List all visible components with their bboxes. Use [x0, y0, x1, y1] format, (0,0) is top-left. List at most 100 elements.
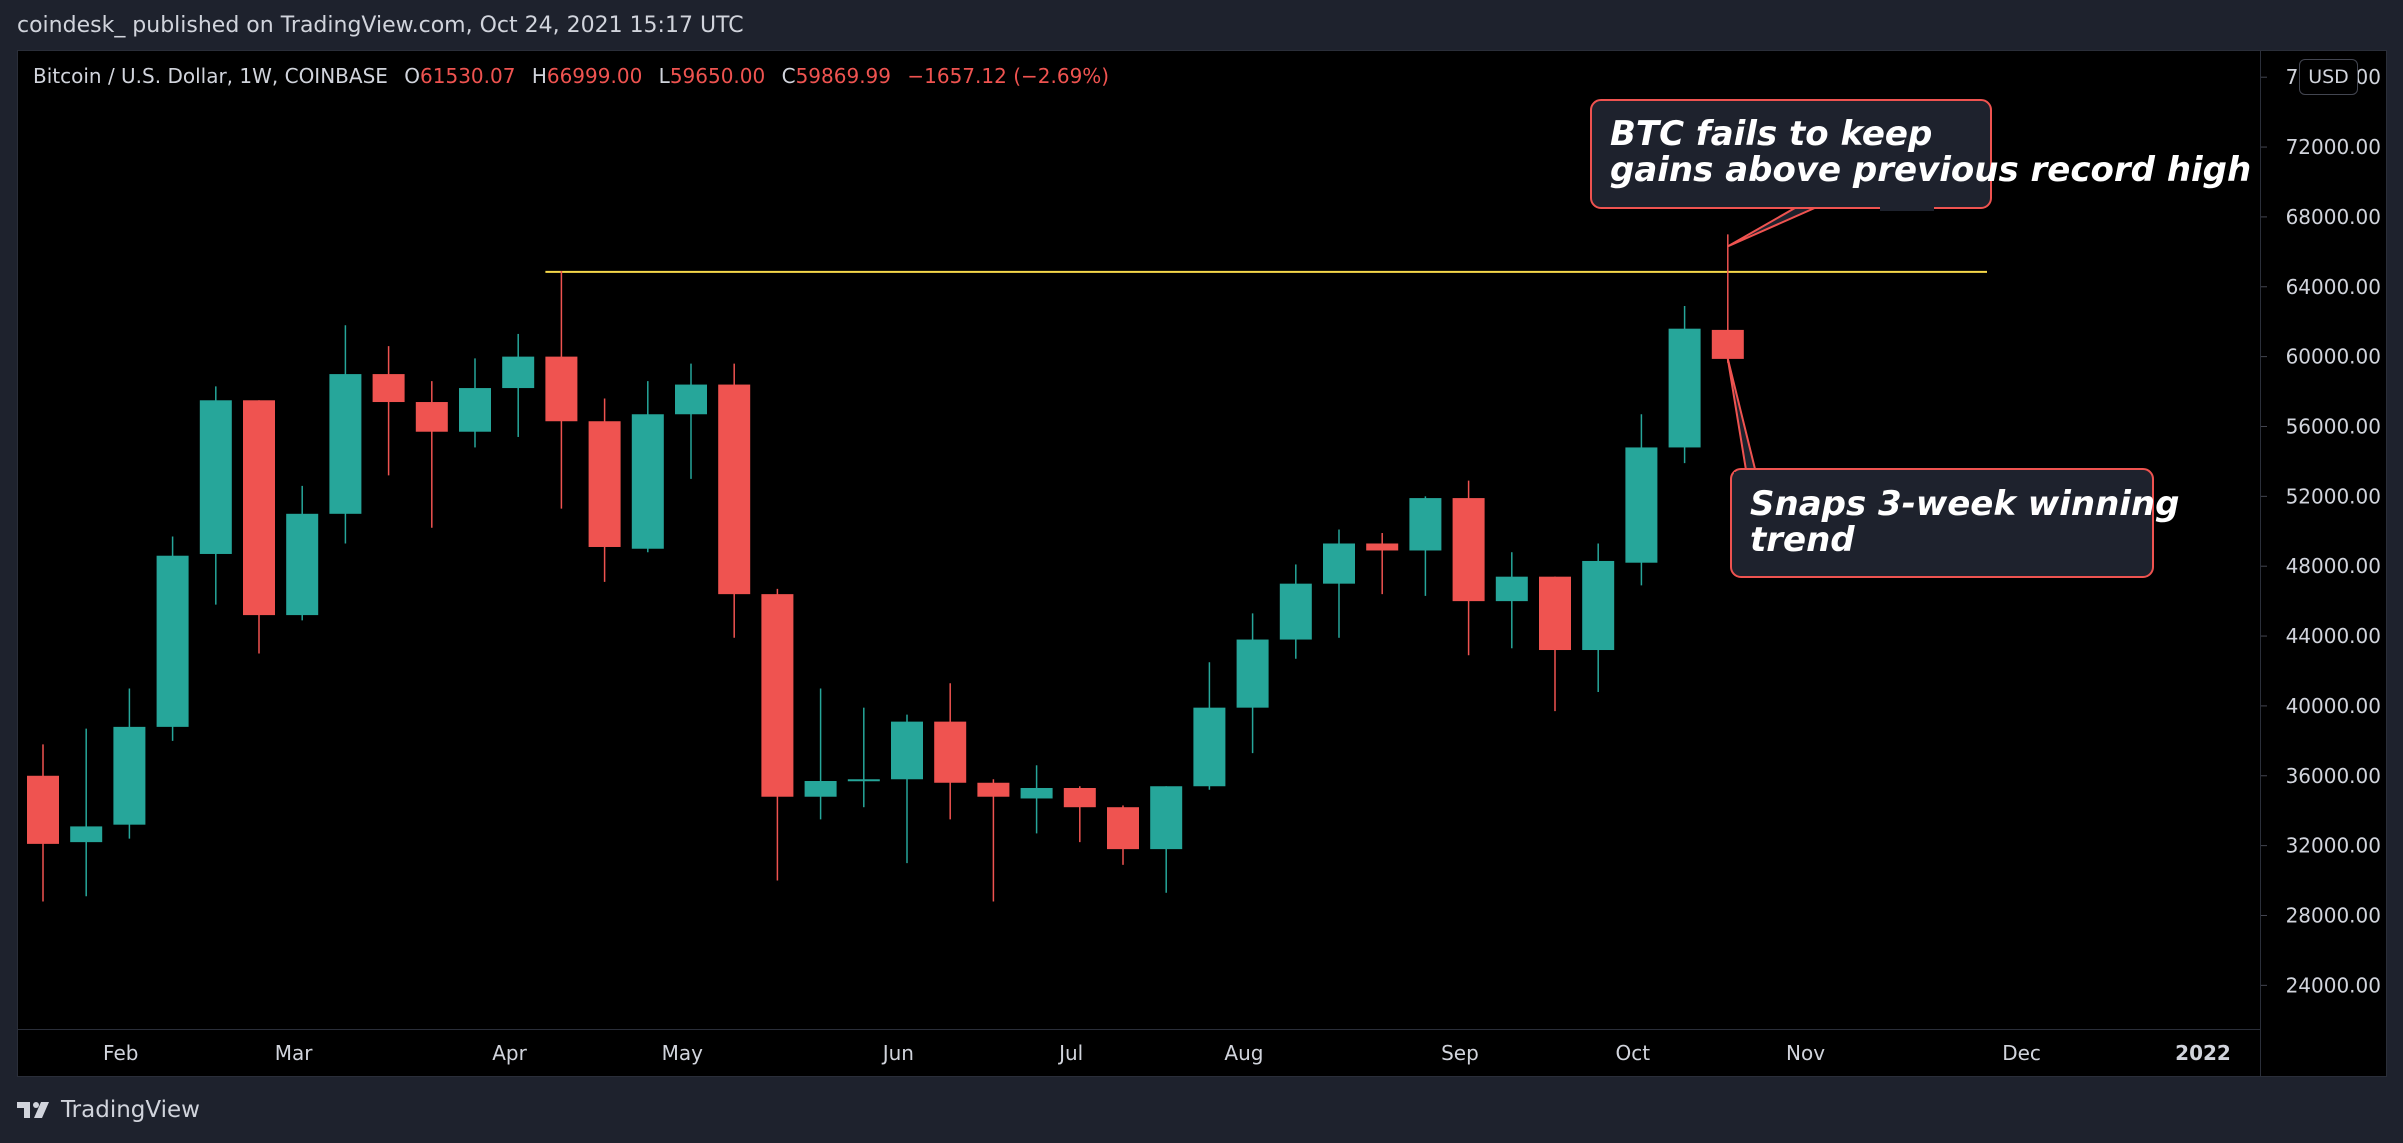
- published-text: coindesk_ published on TradingView.com, …: [17, 12, 744, 38]
- price-tick-label: 68000.00: [2286, 205, 2381, 229]
- candle-body: [1236, 639, 1269, 708]
- candle: [329, 325, 362, 544]
- price-axis-labels: 24000.00 28000.00 32000.00 36000.00 40000.00…: [2261, 65, 2381, 997]
- candle: [459, 358, 491, 448]
- candle-body: [1495, 576, 1528, 602]
- time-tick-label: Apr: [492, 1041, 527, 1065]
- time-tick-label: Aug: [1224, 1041, 1263, 1065]
- candle: [847, 707, 880, 808]
- candle-body: [502, 356, 535, 389]
- candle-body: [1582, 560, 1615, 651]
- candle-body: [1668, 328, 1701, 448]
- candle: [70, 728, 103, 897]
- candle: [1236, 613, 1269, 754]
- candle: [1582, 543, 1615, 692]
- time-tick-label: 2022: [2175, 1041, 2231, 1065]
- candle-body: [27, 775, 59, 844]
- open-value: 61530.07: [420, 64, 516, 88]
- time-axis-labels: Feb Mar Apr May Jun Jul Aug Sep Oct Nov Dec 2022: [103, 1041, 2231, 1065]
- candle-body: [329, 374, 362, 514]
- time-tick-label: Feb: [103, 1041, 138, 1065]
- candle-body: [1107, 807, 1139, 850]
- candle-body: [718, 384, 751, 595]
- candle: [1668, 305, 1701, 464]
- candle-body: [1150, 786, 1183, 850]
- symbol-label: Bitcoin / U.S. Dollar, 1W, COINBASE: [33, 64, 388, 88]
- price-tick-label: 60000.00: [2286, 345, 2381, 369]
- time-tick-label: Sep: [1441, 1041, 1479, 1065]
- candle-body: [934, 721, 967, 783]
- candle-body: [1020, 787, 1053, 799]
- candle: [372, 346, 405, 476]
- candle: [415, 381, 448, 528]
- callout-pointer-mask: [1734, 472, 1744, 528]
- candle: [1625, 414, 1658, 586]
- currency-button[interactable]: USD: [2299, 59, 2358, 95]
- candle-body: [1193, 707, 1226, 787]
- candle-body: [1279, 583, 1312, 640]
- candle: [1452, 480, 1485, 656]
- candle: [286, 485, 319, 621]
- candle: [243, 400, 275, 654]
- tradingview-logo-icon: [17, 1102, 49, 1118]
- time-tick-label: May: [662, 1041, 704, 1065]
- candle-body: [70, 826, 103, 843]
- candle-body: [1063, 787, 1096, 808]
- candle-body: [1366, 543, 1399, 551]
- candle-body: [372, 374, 405, 403]
- price-tick-label: 44000.00: [2286, 624, 2381, 648]
- high-label: H: [531, 64, 547, 88]
- time-axis[interactable]: Feb Mar Apr May Jun Jul Aug Sep Oct Nov Dec 2022: [18, 1029, 2260, 1078]
- low-value: 59650.00: [669, 64, 766, 88]
- open-label: O: [404, 64, 421, 88]
- candle-body: [1323, 543, 1355, 584]
- candle-body: [891, 721, 923, 780]
- candle-body: [1539, 576, 1571, 651]
- candle: [631, 381, 664, 553]
- footer-bar: TradingView: [0, 1077, 2403, 1143]
- candle: [977, 779, 1010, 902]
- price-tick-label: 52000.00: [2286, 484, 2381, 508]
- candle-body: [199, 400, 232, 554]
- callout-text-line: trend: [1750, 520, 1855, 560]
- chart-frame[interactable]: BTC fails to keep gains above previous re…: [17, 50, 2388, 1078]
- candle: [1063, 786, 1096, 843]
- candle: [545, 271, 578, 509]
- candle-body: [631, 414, 664, 549]
- candle: [1107, 805, 1139, 865]
- candle-body: [675, 384, 707, 415]
- candle: [1193, 662, 1226, 790]
- tradingview-brand[interactable]: TradingView: [17, 1097, 200, 1123]
- candle: [156, 536, 189, 741]
- time-tick-label: Jun: [881, 1041, 914, 1065]
- candle: [1409, 496, 1442, 596]
- close-value: 59869.99: [795, 64, 892, 88]
- low-label: L: [658, 64, 670, 88]
- candle: [1020, 765, 1053, 834]
- candle-body: [286, 513, 319, 616]
- candle-body: [1409, 498, 1442, 551]
- ohlc-legend: Bitcoin / U.S. Dollar, 1W, COINBASE O615…: [33, 64, 1109, 88]
- candle-body: [977, 782, 1010, 797]
- price-tick-label: 36000.00: [2286, 764, 2381, 788]
- high-value: 66999.00: [546, 64, 643, 88]
- candle-body: [156, 555, 189, 727]
- time-tick-label: Oct: [1615, 1041, 1650, 1065]
- candle-body: [847, 779, 880, 782]
- time-tick-label: Jul: [1057, 1041, 1083, 1065]
- change-value: −1657.12 (−2.69%): [907, 64, 1110, 88]
- candle-body: [113, 726, 146, 825]
- callout-text-line: gains above previous record high: [1610, 150, 2251, 190]
- plot-area[interactable]: BTC fails to keep gains above previous re…: [18, 51, 2260, 1029]
- candle: [934, 683, 967, 820]
- candle-body: [415, 402, 448, 432]
- price-tick-label: 64000.00: [2286, 275, 2381, 299]
- price-axis[interactable]: 24000.00 28000.00 32000.00 36000.00 40000.00…: [2260, 51, 2388, 1078]
- time-tick-label: Nov: [1786, 1041, 1825, 1065]
- callout-text-line: BTC fails to keep: [1610, 114, 1932, 154]
- candle: [1279, 564, 1312, 659]
- brand-name: TradingView: [61, 1097, 200, 1123]
